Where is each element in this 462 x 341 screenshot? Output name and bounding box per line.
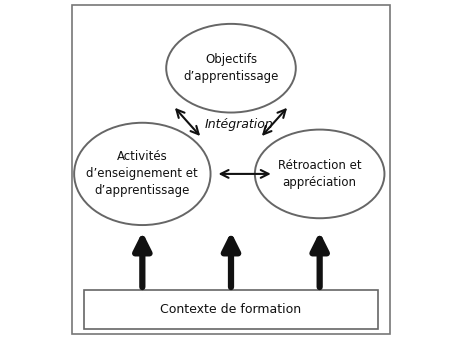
Ellipse shape [74, 123, 211, 225]
Text: Intégration: Intégration [205, 118, 274, 131]
Ellipse shape [166, 24, 296, 113]
Ellipse shape [255, 130, 384, 218]
Text: Objectifs
d’apprentissage: Objectifs d’apprentissage [183, 53, 279, 83]
Text: Contexte de formation: Contexte de formation [160, 303, 302, 316]
FancyBboxPatch shape [85, 290, 377, 329]
Text: Rétroaction et
appréciation: Rétroaction et appréciation [278, 159, 361, 189]
Text: Activités
d’enseignement et
d’apprentissage: Activités d’enseignement et d’apprentiss… [86, 150, 198, 197]
FancyBboxPatch shape [73, 5, 389, 334]
